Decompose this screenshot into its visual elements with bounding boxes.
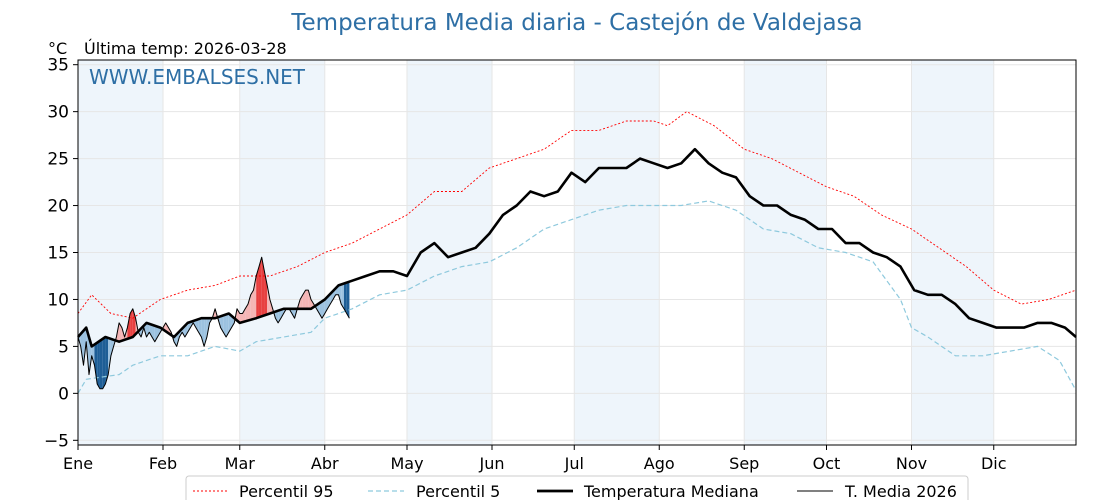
- anomaly-fill: [302, 290, 306, 309]
- anomaly-fill: [250, 290, 254, 320]
- anomaly-fill: [119, 322, 122, 342]
- series-line-percentil-5: [77, 200, 1077, 394]
- x-tick-label: Jun: [479, 454, 505, 473]
- anomaly-fill: [127, 313, 131, 339]
- anomaly-fill: [157, 326, 161, 338]
- anomaly-fill: [226, 313, 229, 338]
- series-line-percentil-95: [77, 111, 1077, 319]
- anomaly-fill: [110, 338, 114, 356]
- chart-title: Temperatura Media diaria - Castejón de V…: [290, 10, 862, 36]
- x-tick-label: Dic: [981, 454, 1007, 473]
- legend-box: [185, 475, 969, 500]
- x-tick-label: May: [390, 454, 423, 473]
- anomaly-fill: [130, 308, 133, 338]
- y-tick-label: 5: [58, 337, 69, 357]
- y-tick-label: 25: [47, 150, 69, 170]
- anomaly-fill: [256, 266, 259, 319]
- x-tick-label: Ene: [63, 454, 93, 473]
- anomaly-fill: [195, 319, 199, 333]
- anomaly-fill: [308, 290, 312, 309]
- anomaly-fill: [239, 313, 243, 323]
- anomaly-fill: [343, 282, 347, 314]
- x-tick-label: Jul: [564, 454, 584, 473]
- y-tick-label: 35: [47, 56, 69, 76]
- x-tick-label: Mar: [225, 454, 256, 473]
- anomaly-fill: [338, 284, 342, 305]
- legend-label-p95: Percentil 95: [239, 482, 334, 500]
- anomaly-fill: [341, 283, 344, 309]
- legend-label-current: T. Media 2026: [844, 482, 957, 500]
- y-tick-label: 0: [58, 384, 69, 404]
- anomaly-fill: [261, 257, 265, 317]
- anomaly-fill: [187, 321, 191, 333]
- x-tick-label: Nov: [896, 454, 927, 473]
- series-lines: [77, 111, 1077, 394]
- series-line-t-media-2026: [77, 256, 350, 390]
- anomaly-fill: [223, 314, 227, 338]
- anomaly-fill: [80, 330, 84, 366]
- last-temp-label: Última temp: 2026-03-28: [84, 39, 287, 58]
- anomaly-fill: [247, 294, 251, 321]
- anomaly-fill: [291, 308, 295, 319]
- anomaly-fill: [275, 310, 279, 323]
- anomaly-fill: [105, 337, 109, 384]
- y-tick-label: 30: [47, 103, 69, 123]
- unit-label: °C: [48, 39, 67, 58]
- legend: Percentil 95 Percentil 5 Temperatura Med…: [185, 475, 969, 500]
- anomaly-fill: [102, 337, 106, 389]
- anomaly-fill: [346, 281, 350, 319]
- anomaly-fill: [228, 313, 232, 333]
- y-tick-label: 20: [47, 197, 69, 217]
- anomaly-fill: [322, 299, 325, 319]
- x-tick-label: Oct: [813, 454, 841, 473]
- anomaly-fill: [91, 344, 95, 366]
- anomaly-fill: [94, 342, 98, 384]
- anomaly-fill: [278, 309, 281, 323]
- x-tick-label: Abr: [311, 454, 339, 473]
- x-tick-label: Ago: [644, 454, 675, 473]
- anomaly-fill: [258, 257, 262, 318]
- watermark: WWW.EMBALSES.NET: [89, 65, 306, 89]
- anomaly-fill: [99, 338, 103, 389]
- anomaly-fill: [242, 308, 246, 323]
- anomaly-fill: [149, 323, 153, 338]
- series-line-temperatura-mediana: [77, 147, 1077, 348]
- anomaly-fill: [198, 318, 202, 338]
- anomaly-fill: [280, 308, 284, 319]
- x-tick-label: Feb: [149, 454, 177, 473]
- legend-label-p5: Percentil 5: [416, 482, 500, 500]
- x-axis-ticks: Ene Feb Mar Abr May Jun Jul Ago Sep Oct Nov Dic: [63, 445, 1007, 473]
- legend-label-median: Temperatura Mediana: [583, 482, 759, 500]
- anomaly-fill: [267, 285, 270, 315]
- anomaly-fill: [108, 337, 111, 375]
- y-tick-label: 10: [47, 290, 69, 310]
- y-tick-label: −5: [44, 431, 69, 451]
- y-axis-ticks: −5 0 5 10 15 20 25 30 35: [44, 56, 78, 451]
- x-tick-label: Sep: [729, 454, 759, 473]
- anomaly-fill: [97, 340, 100, 389]
- y-tick-label: 15: [47, 244, 69, 264]
- anomaly-fill: [305, 290, 309, 309]
